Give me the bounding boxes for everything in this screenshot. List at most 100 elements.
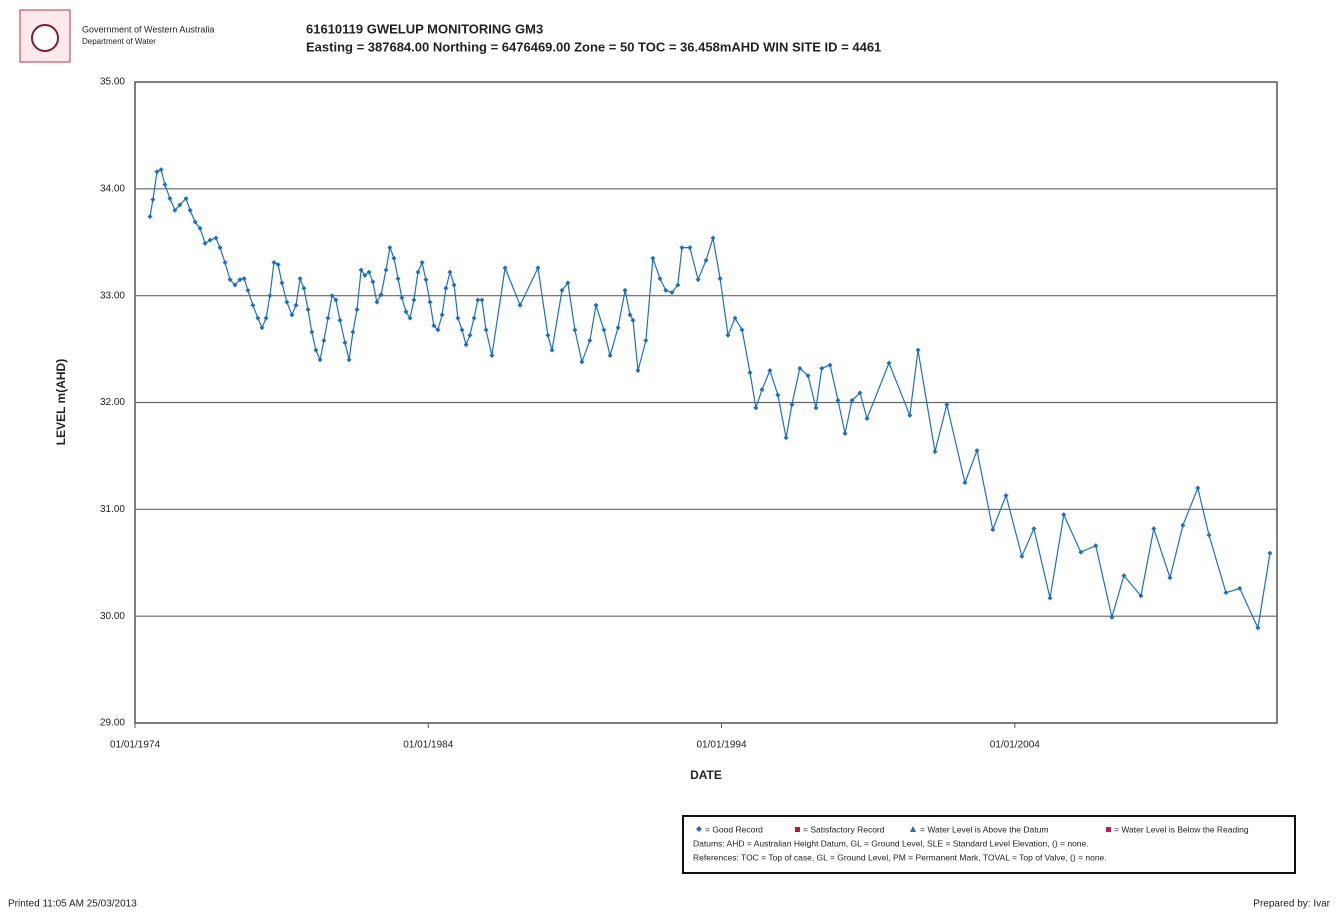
data-point	[864, 416, 870, 422]
data-point	[172, 207, 178, 213]
y-tick-label: 33.00	[100, 290, 125, 301]
legend-text: Datums: AHD = Australian Height Datum, G…	[693, 838, 1089, 848]
data-point	[284, 299, 290, 305]
data-point	[350, 329, 356, 335]
legend: = Good Record = Satisfactory Record = Wa…	[682, 815, 1296, 874]
data-point	[1121, 573, 1127, 579]
data-point	[475, 297, 481, 303]
data-point	[255, 315, 261, 321]
data-point	[232, 282, 238, 288]
footer-printed: Printed 11:05 AM 25/03/2013	[8, 899, 137, 910]
data-point	[1206, 532, 1212, 538]
data-point	[635, 367, 641, 373]
x-tick-label: 01/01/1994	[697, 740, 747, 751]
data-point	[1003, 492, 1009, 498]
data-point	[271, 260, 277, 266]
data-point	[395, 276, 401, 282]
data-point	[250, 302, 256, 308]
data-point	[362, 272, 368, 278]
footer-prepared: Prepared by: Ivar	[1253, 899, 1330, 910]
data-point	[383, 267, 389, 273]
data-point	[559, 287, 565, 293]
data-point	[333, 297, 339, 303]
data-point	[675, 282, 681, 288]
data-point	[259, 325, 265, 331]
data-point	[753, 405, 759, 411]
data-point	[990, 527, 996, 533]
data-point	[1195, 485, 1201, 491]
data-point	[227, 277, 233, 283]
data-point	[241, 276, 247, 282]
legend-symbol	[795, 827, 800, 832]
data-point	[593, 302, 599, 308]
data-point	[471, 315, 477, 321]
data-point	[279, 280, 285, 286]
data-point	[419, 260, 425, 266]
data-point	[572, 327, 578, 333]
data-point	[370, 279, 376, 285]
x-tick-label: 01/01/2004	[990, 740, 1040, 751]
data-point	[1255, 625, 1261, 631]
data-point	[1019, 553, 1025, 559]
x-axis-label: DATE	[690, 768, 722, 782]
data-point	[732, 315, 738, 321]
data-point	[301, 285, 307, 291]
y-tick-label: 29.00	[100, 718, 125, 729]
data-point	[183, 195, 189, 201]
legend-text: = Water Level is Above the Datum	[920, 824, 1048, 834]
data-point	[974, 448, 980, 454]
data-point	[439, 312, 445, 318]
data-point	[192, 219, 198, 225]
data-point	[819, 365, 825, 371]
data-point	[366, 269, 372, 275]
legend-symbol	[910, 826, 916, 832]
logo-text: Department of Water	[82, 37, 156, 46]
data-point	[346, 357, 352, 363]
data-point	[483, 327, 489, 333]
data-point	[222, 260, 228, 266]
data-point	[622, 287, 628, 293]
data-line	[149, 168, 1271, 630]
data-point	[739, 327, 745, 333]
data-point	[687, 245, 693, 251]
data-point	[297, 276, 303, 282]
data-point	[305, 307, 311, 313]
data-point	[535, 265, 541, 271]
data-point	[329, 293, 335, 299]
data-point	[579, 359, 585, 365]
data-point	[451, 282, 457, 288]
data-point	[797, 365, 803, 371]
legend-text: = Good Record	[705, 824, 763, 834]
data-point	[177, 202, 183, 208]
data-point	[378, 292, 384, 298]
data-point	[337, 317, 343, 323]
data-point	[387, 245, 393, 251]
data-point	[669, 289, 675, 295]
data-point	[549, 347, 555, 353]
data-point	[710, 235, 716, 241]
data-point	[407, 315, 413, 321]
data-point	[1223, 590, 1229, 596]
data-point	[1267, 550, 1273, 556]
data-point	[317, 357, 323, 363]
data-point	[263, 315, 269, 321]
data-point	[1167, 575, 1173, 581]
y-tick-label: 32.00	[100, 397, 125, 408]
data-point	[309, 329, 315, 335]
data-point	[463, 342, 469, 348]
data-point	[657, 276, 663, 282]
legend-symbol	[1106, 827, 1111, 832]
data-point	[207, 237, 213, 243]
data-point	[154, 169, 160, 175]
data-point	[342, 340, 348, 346]
data-point	[167, 195, 173, 201]
data-point	[857, 390, 863, 396]
data-point	[293, 302, 299, 308]
data-point	[827, 362, 833, 368]
data-point	[435, 327, 441, 333]
data-point	[187, 207, 193, 213]
legend-box	[682, 815, 1296, 874]
data-point	[213, 235, 219, 241]
